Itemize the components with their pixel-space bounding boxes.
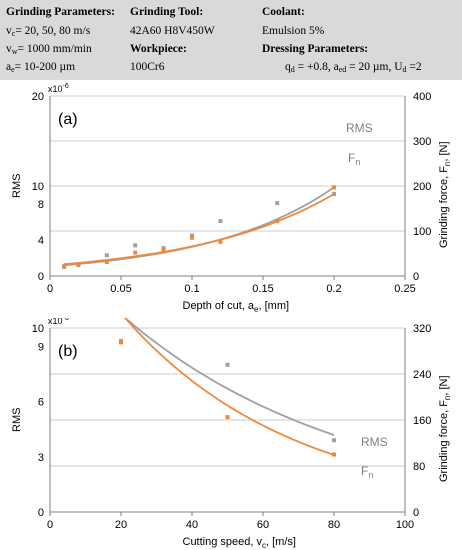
data-point-rms [104, 253, 109, 258]
left-exponent-label: x10-6 [48, 83, 69, 94]
right-tick-label: 160 [413, 415, 431, 427]
grinding-tool-header: Grinding Tool: [130, 6, 204, 18]
parameter-panel: Grinding Parameters: Grinding Tool: Cool… [0, 0, 462, 80]
right-tick-label: 200 [413, 181, 431, 193]
data-point-rms [133, 243, 138, 248]
data-point-force [161, 247, 166, 251]
x-tick-label: 20 [115, 519, 127, 531]
data-point-force [225, 415, 230, 420]
workpiece-speed-param: vw= 1000 mm/min [6, 43, 92, 56]
x-tick-label: 0.15 [252, 283, 273, 295]
left-tick-label: 3 [38, 452, 44, 464]
left-exponent-label: x10-6 [48, 318, 69, 326]
series-label-rms: RMS [346, 121, 373, 135]
x-tick-label: 0.05 [110, 283, 131, 295]
right-tick-label: 240 [413, 369, 431, 381]
right-tick-label: 320 [413, 323, 431, 335]
dressing-parameters-header: Dressing Parameters: [262, 43, 369, 55]
series-label-force: Fn [348, 151, 360, 167]
panel-label: (b) [58, 343, 78, 360]
cutting-speed-param: vc= 20, 50, 80 m/s [6, 25, 91, 38]
x-tick-label: 80 [328, 519, 340, 531]
trend-line-force [64, 193, 335, 266]
data-point-force [133, 250, 138, 255]
data-point-force [62, 264, 67, 269]
right-tick-label: 400 [413, 91, 431, 103]
workpiece-header: Workpiece: [130, 43, 187, 55]
left-axis-title: RMS [11, 174, 23, 198]
left-tick-label: 20 [32, 91, 44, 103]
data-point-force [332, 452, 336, 457]
left-tick-label: 0 [38, 271, 44, 283]
x-tick-label: 60 [257, 519, 269, 531]
depth-of-cut-chart: 0 0.05 0.1 0.15 0.2 0.2504810200100200300400x… [11, 83, 452, 314]
x-tick-label: 0.1 [184, 283, 199, 295]
x-tick-label: 0 [47, 519, 53, 531]
left-tick-label: 6 [38, 397, 44, 409]
series-label-rms: RMS [361, 435, 388, 449]
left-tick-label: 10 [32, 323, 44, 335]
left-axis-title: RMS [11, 408, 23, 432]
x-axis-title: Cutting speed, vc, [m/s] [183, 536, 296, 550]
x-tick-label: 0.25 [394, 283, 415, 295]
x-tick-label: 100 [396, 519, 414, 531]
data-point-force [190, 235, 194, 240]
dressing-values: qd = +0.8, aed = 20 µm, Ud =2 [285, 61, 422, 74]
depth-of-cut-param: ae= 10-200 µm [6, 61, 76, 74]
left-tick-label: 10 [32, 181, 44, 193]
data-point-force [119, 340, 123, 345]
right-axis-title: Grinding force, Fn, [N] [438, 375, 452, 482]
coolant-value: Emulsion 5% [262, 25, 325, 37]
coolant-header: Coolant: [262, 6, 305, 18]
right-tick-label: 80 [413, 461, 425, 473]
data-point-rms [225, 362, 230, 367]
data-point-rms [275, 201, 280, 206]
x-tick-label: 40 [186, 519, 198, 531]
panel-label: (a) [58, 111, 78, 128]
data-point-force [104, 260, 109, 265]
trend-line-rms [64, 186, 335, 267]
cutting-speed-chart: 0 20 40 60 80 100036910080160240320x10-6Cutti… [11, 318, 452, 550]
data-point-force [76, 262, 81, 267]
left-tick-label: 0 [38, 507, 44, 519]
workpiece-value: 100Cr6 [130, 61, 165, 73]
right-tick-label: 0 [413, 507, 419, 519]
grinding-tool-value: 42A60 H8V450W [130, 25, 215, 37]
trend-line-rms [123, 318, 335, 436]
data-point-force [218, 239, 223, 244]
x-tick-label: 0.2 [326, 283, 341, 295]
left-tick-label: 4 [38, 235, 44, 247]
right-tick-label: 100 [413, 226, 431, 238]
trend-line-force [123, 318, 335, 456]
right-tick-label: 300 [413, 136, 431, 148]
x-axis-title: Depth of cut, ae, [mm] [183, 300, 290, 314]
right-tick-label: 0 [413, 271, 419, 283]
left-tick-label: 9 [38, 341, 44, 353]
data-point-rms [190, 233, 194, 238]
data-point-rms [218, 219, 223, 224]
left-tick-label: 8 [38, 199, 44, 211]
data-point-force [275, 219, 280, 224]
data-point-rms [332, 438, 336, 443]
grinding-parameters-header: Grinding Parameters: [6, 6, 115, 18]
right-axis-title: Grinding force, Fn, [N] [438, 141, 452, 248]
data-point-force [332, 185, 336, 190]
x-tick-label: 0 [47, 283, 53, 295]
series-label-force: Fn [361, 464, 373, 480]
